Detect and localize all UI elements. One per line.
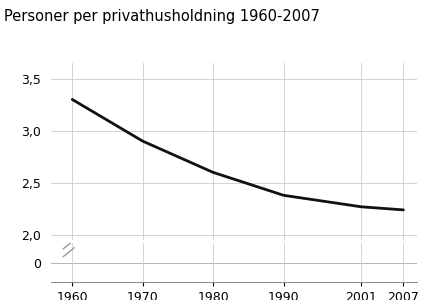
Text: Personer per privathusholdning 1960-2007: Personer per privathusholdning 1960-2007: [4, 9, 320, 24]
